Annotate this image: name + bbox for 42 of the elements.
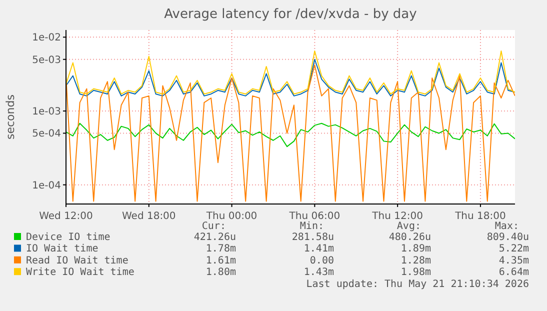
text: Last update: Thu May 21 21:10:34 2026 bbox=[306, 278, 529, 290]
text: 809.40u bbox=[486, 232, 529, 243]
text: Cur: bbox=[202, 221, 226, 232]
legend-label: Write IO Wait time bbox=[26, 267, 134, 278]
text: 1.61m bbox=[206, 255, 236, 266]
line-series bbox=[66, 58, 515, 96]
line-series bbox=[66, 50, 515, 94]
x-tick-label: Thu 06:00 bbox=[288, 211, 340, 222]
x-tick-label: Wed 12:00 bbox=[39, 211, 93, 222]
line-series bbox=[66, 122, 515, 148]
y-tick-label: 5e-04 bbox=[32, 128, 61, 140]
text: 4.35m bbox=[498, 255, 529, 266]
text: 0.00 bbox=[310, 255, 334, 266]
text: 1.78m bbox=[206, 244, 236, 255]
y-tick-label: 1e-04 bbox=[32, 180, 61, 192]
y-tick-label: 1e-02 bbox=[32, 32, 61, 44]
text: 1.98m bbox=[400, 267, 431, 278]
text: Max: bbox=[494, 221, 519, 232]
y-axis-title: seconds bbox=[4, 94, 17, 140]
x-tick-label: Thu 18:00 bbox=[454, 211, 506, 222]
text: 480.26u bbox=[388, 232, 431, 243]
text: Avg: bbox=[396, 221, 421, 232]
x-tick-label: Wed 18:00 bbox=[122, 211, 176, 222]
legend-label: Device IO time bbox=[26, 232, 110, 243]
text: 281.58u bbox=[292, 232, 334, 243]
text: 1.89m bbox=[400, 244, 431, 255]
text: 421.26u bbox=[194, 232, 236, 243]
legend-label: IO Wait time bbox=[26, 244, 98, 255]
chart-title: Average latency for /dev/xvda - by day bbox=[164, 7, 418, 22]
text: 5.22m bbox=[498, 244, 529, 255]
text: 1.41m bbox=[304, 244, 334, 255]
text: Min: bbox=[300, 221, 324, 232]
line-series bbox=[66, 64, 515, 202]
text: 1.80m bbox=[206, 267, 236, 278]
text: 1.28m bbox=[400, 255, 431, 266]
text: 6.64m bbox=[498, 267, 529, 278]
legend-label: Read IO Wait time bbox=[26, 255, 128, 266]
x-tick-label: Thu 00:00 bbox=[205, 211, 258, 222]
text: 1.43m bbox=[304, 267, 334, 278]
x-tick-label: Thu 12:00 bbox=[371, 211, 423, 222]
y-tick-label: 5e-03 bbox=[32, 54, 61, 66]
y-tick-label: 1e-03 bbox=[32, 106, 61, 118]
